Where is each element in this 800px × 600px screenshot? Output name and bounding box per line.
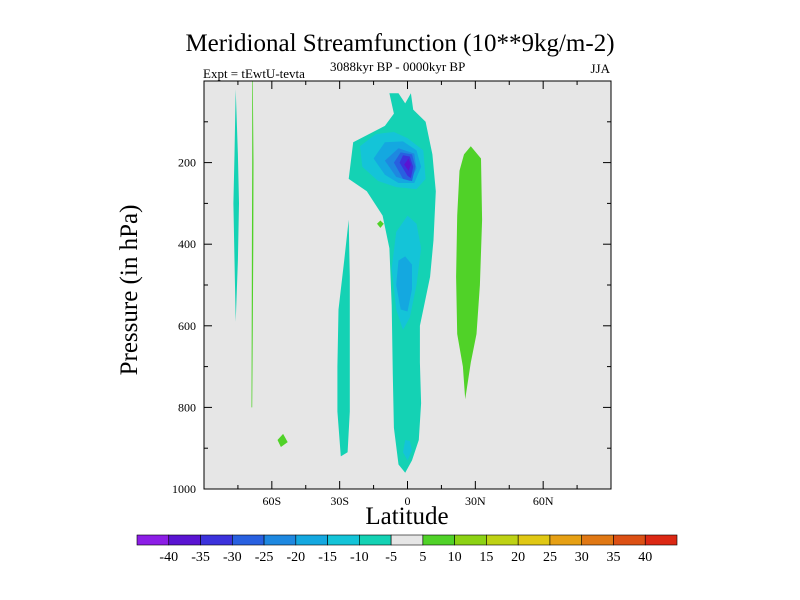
chart-subtitle: 3088kyr BP - 0000kyr BP — [330, 59, 466, 74]
colorbar-box — [486, 534, 519, 546]
x-tick-label: 60S — [262, 494, 281, 508]
colorbar-box — [517, 534, 551, 546]
x-axis: 60S 30S 0 30N 60N — [203, 81, 612, 508]
y-tick-label: 600 — [178, 319, 196, 333]
colorbar-box — [390, 534, 424, 546]
contour-region-southern-midlat-cyan-lobe — [337, 219, 350, 457]
experiment-label: Expt = tEwtU-tevta — [203, 66, 305, 81]
colorbar-box — [327, 534, 360, 546]
colorbar-label: -20 — [286, 550, 305, 565]
colorbar-box — [200, 534, 233, 546]
colorbar-label: 40 — [638, 550, 652, 565]
y-tick-label: 400 — [178, 237, 196, 251]
contour-region-southern-polar-green-strip — [251, 81, 254, 408]
colorbar-label: -5 — [385, 550, 397, 565]
y-tick-label: 200 — [178, 156, 196, 170]
colorbar-box — [549, 534, 583, 546]
colorbar-label: 30 — [575, 550, 589, 565]
contour-region-tiny-green-diamond-350 — [377, 220, 384, 228]
colorbar-label: -10 — [350, 550, 369, 565]
colorbar-label: 10 — [448, 550, 462, 565]
colorbar-box — [581, 534, 614, 546]
contour-region-blue-core-40 — [404, 158, 411, 171]
x-tick-label: 30S — [330, 494, 349, 508]
colorbar-label: -30 — [223, 550, 242, 565]
colorbar-label: -25 — [255, 550, 274, 565]
colorbar-box — [454, 534, 487, 546]
contour-regions — [233, 81, 483, 473]
colorbar-box — [644, 534, 678, 546]
x-tick-label: 0 — [405, 494, 411, 508]
contour-region-green-diamond-880 — [277, 433, 288, 447]
colorbar-label: 25 — [543, 550, 557, 565]
contour-region-mid-column-blue-patch-inner — [396, 256, 412, 312]
colorbar-box — [136, 534, 170, 546]
colorbar-box — [231, 534, 265, 546]
colorbar-box — [263, 534, 297, 546]
colorbar-box — [422, 534, 455, 546]
colorbar-label: -35 — [191, 550, 210, 565]
contour-region-northern-green-lobe — [456, 146, 483, 400]
colorbar-label: 15 — [479, 550, 493, 565]
contour-region-southern-polar-cyan-band — [233, 89, 239, 322]
chart-title: Meridional Streamfunction (10**9kg/m-2) — [185, 30, 615, 57]
colorbar-box — [613, 534, 646, 546]
colorbar-label: 5 — [419, 550, 426, 565]
y-axis: 200 400 600 800 1000 — [172, 121, 611, 496]
y-tick-label: 1000 — [172, 482, 196, 496]
x-axis-label: Latitude — [365, 503, 449, 530]
colorbar-box — [359, 534, 392, 546]
y-axis-label: Pressure (in hPa) — [116, 204, 143, 376]
y-tick-label: 800 — [178, 400, 196, 414]
x-tick-label: 60N — [533, 494, 554, 508]
season-label: JJA — [590, 61, 610, 76]
colorbar-label: -15 — [318, 550, 337, 565]
contour-region-near-surface-blue-spot — [403, 440, 412, 461]
colorbar-label: -40 — [159, 550, 178, 565]
colorbar-box — [295, 534, 328, 546]
colorbar: -40 -35 -30 -25 -20 -15 -10 -5 5 10 15 20 25 30 35 40 — [136, 534, 678, 565]
colorbar-label: 35 — [606, 550, 620, 565]
colorbar-label: 20 — [511, 550, 525, 565]
colorbar-box — [168, 534, 201, 546]
x-tick-label: 30N — [465, 494, 486, 508]
